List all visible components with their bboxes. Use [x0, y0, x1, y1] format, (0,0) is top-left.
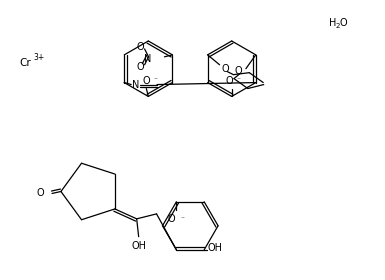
Text: O: O	[142, 76, 150, 86]
Text: O: O	[37, 188, 44, 199]
Text: O: O	[234, 66, 242, 76]
Text: OH: OH	[207, 243, 222, 253]
Text: ⁻: ⁻	[180, 215, 184, 224]
Text: O: O	[137, 62, 144, 72]
Text: O: O	[340, 18, 348, 28]
Text: O: O	[137, 42, 144, 52]
Text: O: O	[167, 214, 175, 224]
Text: N: N	[132, 80, 140, 90]
Text: Cr: Cr	[19, 58, 31, 68]
Text: H: H	[329, 18, 336, 28]
Text: 2: 2	[336, 23, 340, 29]
Text: 3+: 3+	[33, 53, 44, 62]
Text: O: O	[221, 64, 229, 74]
Text: N: N	[144, 54, 152, 64]
Text: O: O	[226, 76, 234, 86]
Text: ⁻: ⁻	[237, 76, 241, 85]
Text: OH: OH	[131, 241, 146, 251]
Text: ⁻: ⁻	[153, 76, 157, 85]
